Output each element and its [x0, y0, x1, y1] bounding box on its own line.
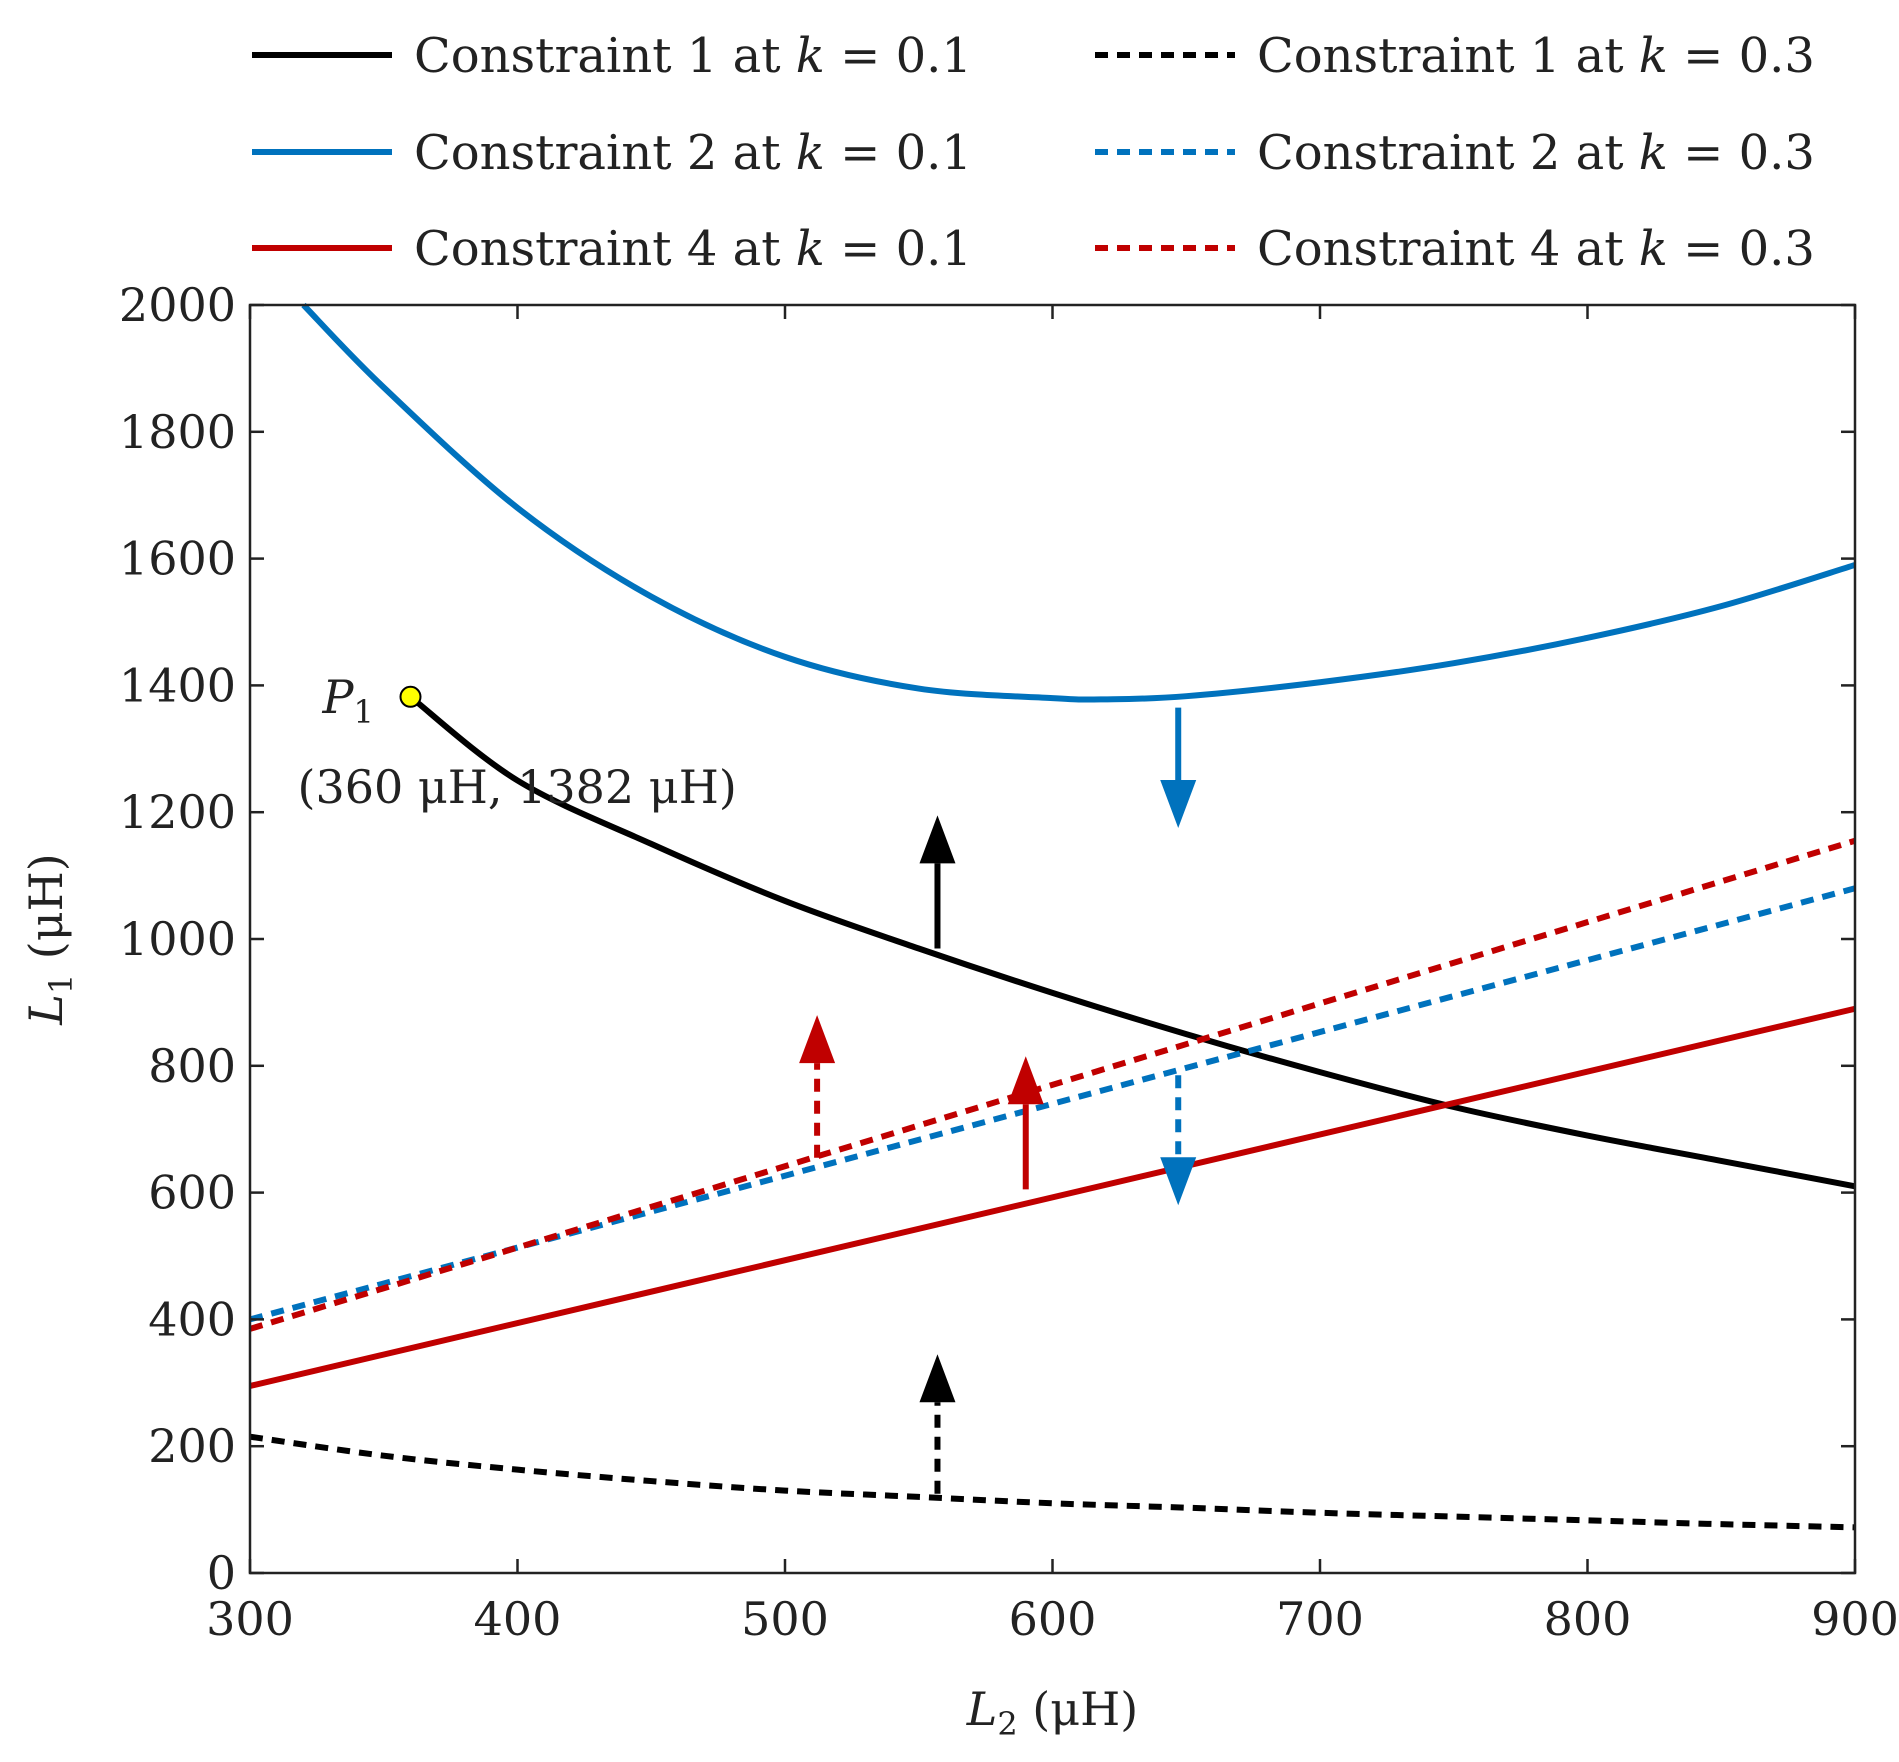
legend-label-prefix: Constraint 1 at	[1257, 28, 1639, 84]
legend-label-c1_k01: Constraint 1 at k = 0.1	[414, 28, 972, 84]
x-axis: 300 400 500 600 700 800 900	[206, 305, 1899, 1646]
point-p1-coordinates: (360 μH, 1382 μH)	[298, 760, 737, 814]
legend-label-suffix: = 0.1	[825, 221, 972, 277]
legend-label-suffix: = 0.3	[1668, 221, 1815, 277]
y-tick-label: 800	[148, 1039, 236, 1093]
legend-label-suffix: = 0.1	[825, 125, 972, 181]
point-p1-label-var: P	[322, 670, 355, 724]
x-tick-label: 900	[1811, 1592, 1899, 1646]
point-p1-marker	[399, 685, 422, 708]
x-tick-label: 600	[1009, 1592, 1097, 1646]
c1-k01-arrow	[919, 815, 956, 949]
y-tick-label: 1000	[119, 912, 236, 966]
legend-label-var: k	[1639, 28, 1668, 84]
x-axis-title-sub: 2	[997, 1705, 1017, 1743]
legend-label-suffix: = 0.3	[1668, 125, 1815, 181]
legend-label-c2_k03: Constraint 2 at k = 0.3	[1257, 125, 1815, 181]
series-line-c1_k03	[249, 1433, 1856, 1531]
c2-k03-arrow	[1160, 1075, 1197, 1206]
c4-k03-arrow	[799, 1015, 836, 1158]
legend-label-prefix: Constraint 2 at	[1257, 125, 1639, 181]
series-layer	[249, 302, 1856, 1531]
legend-label-c4_k01: Constraint 4 at k = 0.1	[414, 221, 972, 277]
series-line-c2_k01	[301, 302, 1856, 703]
point-p1-label-sub: 1	[353, 693, 373, 731]
c1-k03-arrow	[919, 1354, 956, 1494]
c1-k03-arrow-head	[919, 1354, 956, 1403]
legend-item-c1_k01: Constraint 1 at k = 0.1	[252, 28, 972, 84]
y-axis-title-unit: (μH)	[19, 853, 73, 974]
x-tick-label: 700	[1276, 1592, 1364, 1646]
c1-k01-arrow-head	[919, 815, 956, 864]
c2-k01-arrow-head	[1160, 780, 1197, 829]
c4-k01-arrow	[1007, 1056, 1044, 1190]
legend-item-c4_k03: Constraint 4 at k = 0.3	[1095, 221, 1815, 277]
y-tick-label: 1400	[119, 658, 236, 712]
legend-label-var: k	[1639, 221, 1668, 277]
legend-label-c1_k03: Constraint 1 at k = 0.3	[1257, 28, 1815, 84]
series-line-c1_k01	[408, 694, 1856, 1190]
y-tick-label: 2000	[119, 278, 236, 332]
y-axis-title-sub: 1	[42, 974, 80, 994]
y-axis-title-var: L	[19, 994, 73, 1026]
legend-item-c2_k01: Constraint 2 at k = 0.1	[252, 125, 972, 181]
legend-label-suffix: = 0.3	[1668, 28, 1815, 84]
legend-label-var: k	[796, 125, 825, 181]
y-tick-label: 0	[207, 1546, 236, 1600]
y-axis-title: L1 (μH)	[19, 853, 80, 1025]
x-tick-label: 400	[474, 1592, 562, 1646]
series-line-c4_k03	[249, 837, 1856, 1332]
legend-label-prefix: Constraint 4 at	[1257, 221, 1639, 277]
legend-item-c4_k01: Constraint 4 at k = 0.1	[252, 221, 972, 277]
y-tick-label: 1600	[119, 532, 236, 586]
legend-label-prefix: Constraint 4 at	[414, 221, 796, 277]
legend-item-c2_k03: Constraint 2 at k = 0.3	[1095, 125, 1815, 181]
series-line-c2_k03	[249, 885, 1856, 1323]
legend-label-prefix: Constraint 2 at	[414, 125, 796, 181]
annotation-layer: P1 (360 μH, 1382 μH)	[298, 670, 737, 814]
legend-label-c2_k01: Constraint 2 at k = 0.1	[414, 125, 972, 181]
legend-label-var: k	[796, 221, 825, 277]
x-tick-label: 800	[1544, 1592, 1632, 1646]
legend-label-prefix: Constraint 1 at	[414, 28, 796, 84]
c2-k03-arrow-head	[1160, 1157, 1197, 1206]
point-p1-label: P1	[322, 670, 374, 731]
y-tick-label: 600	[148, 1166, 236, 1220]
c4-k03-arrow-head	[799, 1015, 836, 1064]
x-axis-title-var: L	[966, 1682, 998, 1736]
arrow-layer	[799, 707, 1197, 1494]
y-tick-label: 400	[148, 1292, 236, 1346]
legend-item-c1_k03: Constraint 1 at k = 0.3	[1095, 28, 1815, 84]
c4-k01-arrow-head	[1007, 1056, 1044, 1105]
plot-area-frame	[248, 303, 1857, 1575]
legend-label-suffix: = 0.1	[825, 28, 972, 84]
y-axis: 0 200 400 600 800 1000 1200 1400 1600 1800 2000	[119, 278, 1855, 1600]
series-line-c4_k01	[249, 1005, 1856, 1389]
x-tick-label: 500	[741, 1592, 829, 1646]
x-axis-title: L2 (μH)	[966, 1682, 1138, 1743]
y-tick-label: 1200	[119, 785, 236, 839]
c2-k01-arrow	[1160, 707, 1197, 829]
y-tick-label: 1800	[119, 405, 236, 459]
x-tick-label: 300	[206, 1592, 294, 1646]
legend-label-c4_k03: Constraint 4 at k = 0.3	[1257, 221, 1815, 277]
x-axis-title-unit: (μH)	[1018, 1682, 1139, 1736]
legend-label-var: k	[796, 28, 825, 84]
legend-label-var: k	[1639, 125, 1668, 181]
y-tick-label: 200	[148, 1419, 236, 1473]
